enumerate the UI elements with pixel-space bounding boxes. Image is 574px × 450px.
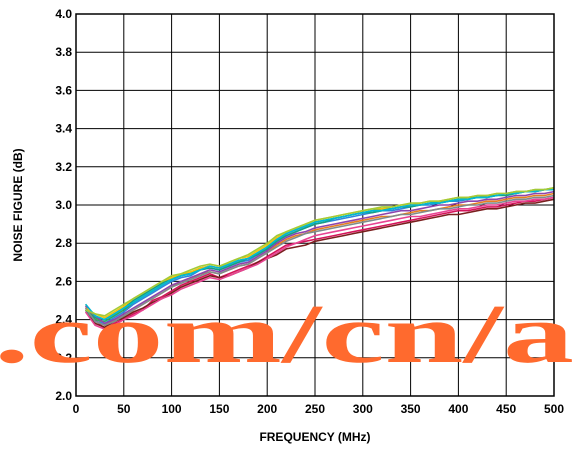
y-tick-label: 3.8 <box>55 45 72 59</box>
x-tick-labels: 0 50 100 150 200 250 300 350 400 450 500 <box>73 402 565 416</box>
series-lines <box>84 187 555 330</box>
x-tick-label: 200 <box>257 402 277 416</box>
x-tick-label: 100 <box>162 402 182 416</box>
y-tick-label: 3.4 <box>55 122 72 136</box>
x-tick-label: 50 <box>117 402 131 416</box>
series-line-11 <box>84 194 555 327</box>
x-tick-label: 300 <box>353 402 373 416</box>
series-line-1 <box>84 196 555 330</box>
x-tick-label: 350 <box>401 402 421 416</box>
watermark-text: .com/cn/a <box>0 288 574 381</box>
series-line-9 <box>84 196 555 330</box>
plot-frame <box>75 13 555 397</box>
y-axis-label: NOISE FIGURE (dB) <box>11 148 25 261</box>
x-tick-label: 150 <box>209 402 229 416</box>
y-tick-labels: 2.0 2.2 2.4 2.6 2.8 3.0 3.2 3.4 3.6 3.8 4.0 <box>55 7 72 403</box>
y-tick-label: 3.0 <box>55 198 72 212</box>
x-tick-label: 500 <box>544 402 564 416</box>
series-line-10 <box>84 188 554 321</box>
x-axis-label: FREQUENCY (MHz) <box>259 430 370 444</box>
x-tick-label: 0 <box>73 402 80 416</box>
y-tick-label: 2.4 <box>55 313 72 327</box>
y-tick-label: 2.8 <box>55 236 72 250</box>
y-tick-label: 3.2 <box>55 160 72 174</box>
y-tick-label: 3.6 <box>55 83 72 97</box>
y-tick-label: 2.2 <box>55 351 72 365</box>
x-tick-label: 450 <box>496 402 516 416</box>
x-tick-label: 400 <box>448 402 468 416</box>
y-tick-label: 2.6 <box>55 274 72 288</box>
y-tick-label: 2.0 <box>55 389 72 403</box>
series-line-12 <box>85 187 555 317</box>
y-tick-label: 4.0 <box>55 7 72 21</box>
series-line-7 <box>85 190 555 325</box>
x-tick-label: 250 <box>305 402 325 416</box>
